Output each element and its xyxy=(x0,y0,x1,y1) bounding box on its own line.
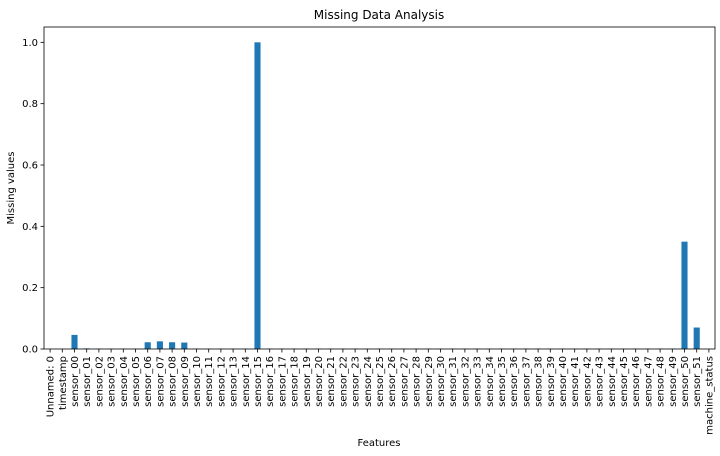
x-tick-label: sensor_04 xyxy=(119,356,130,407)
bar-sensor-08 xyxy=(169,342,176,349)
bar-sensor-50 xyxy=(681,241,688,349)
bar-sensor-00 xyxy=(71,334,78,349)
x-tick-label: sensor_32 xyxy=(460,356,471,407)
x-tick-label: sensor_05 xyxy=(131,356,142,407)
x-tick-label: sensor_36 xyxy=(509,356,520,407)
x-tick-label: sensor_26 xyxy=(387,356,398,407)
x-tick-label: sensor_47 xyxy=(643,356,654,407)
x-tick-label: sensor_44 xyxy=(607,356,618,407)
y-tick-label: 1.0 xyxy=(22,38,38,49)
x-axis-label: Features xyxy=(358,438,401,449)
x-tick-label: sensor_41 xyxy=(570,356,581,407)
x-tick-label: sensor_20 xyxy=(314,356,325,407)
y-tick-label: 0.2 xyxy=(22,283,38,294)
x-tick-label: sensor_43 xyxy=(595,356,606,407)
x-tick-label: sensor_15 xyxy=(253,356,264,407)
x-tick-label: sensor_33 xyxy=(473,356,484,407)
x-tick-label: sensor_27 xyxy=(399,356,410,407)
x-tick-label: sensor_09 xyxy=(180,356,191,407)
x-tick-label: sensor_03 xyxy=(107,356,118,407)
y-tick-label: 0.0 xyxy=(22,345,38,356)
plot-frame xyxy=(43,26,716,350)
y-axis: 0.0 0.2 0.4 0.6 0.8 1.0 xyxy=(22,38,44,356)
x-tick-label: sensor_25 xyxy=(375,356,386,407)
y-axis-label: Missing values xyxy=(6,152,17,225)
x-tick-label: sensor_16 xyxy=(265,356,276,407)
bar-sensor-06 xyxy=(144,342,151,349)
x-tick-label: sensor_37 xyxy=(521,356,532,407)
x-tick-label: sensor_13 xyxy=(229,356,240,407)
x-tick-label: sensor_18 xyxy=(290,356,301,407)
x-tick-label: timestamp xyxy=(58,356,69,410)
x-tick-label: sensor_00 xyxy=(70,356,81,407)
x-tick-label: sensor_21 xyxy=(326,356,337,407)
y-tick-label: 0.8 xyxy=(22,99,38,110)
x-tick-label: sensor_10 xyxy=(192,356,203,407)
chart-title: Missing Data Analysis xyxy=(314,8,444,22)
x-tick-label: machine_status xyxy=(704,356,715,435)
y-tick-label: 0.6 xyxy=(22,161,38,172)
bar-sensor-09 xyxy=(181,342,188,349)
x-axis: Unnamed: 0 timestamp sensor_00 sensor_01 sen… xyxy=(46,349,715,435)
x-tick-label: sensor_01 xyxy=(82,356,93,407)
x-tick-label: sensor_06 xyxy=(143,356,154,407)
x-tick-label: sensor_19 xyxy=(302,356,313,407)
x-tick-label: sensor_11 xyxy=(204,356,215,407)
x-tick-label: sensor_34 xyxy=(485,356,496,407)
x-tick-label: sensor_02 xyxy=(94,356,105,407)
x-tick-label: sensor_31 xyxy=(448,356,459,407)
x-tick-label: sensor_07 xyxy=(155,356,166,407)
y-tick-label: 0.4 xyxy=(22,222,38,233)
x-tick-label: sensor_51 xyxy=(692,356,703,407)
x-tick-label: sensor_40 xyxy=(558,356,569,407)
x-tick-label: sensor_17 xyxy=(277,356,288,407)
x-tick-label: sensor_49 xyxy=(668,356,679,407)
x-tick-label: sensor_50 xyxy=(680,356,691,407)
x-tick-label: sensor_23 xyxy=(351,356,362,407)
x-tick-label: sensor_28 xyxy=(412,356,423,407)
bar-sensor-07 xyxy=(156,341,163,349)
x-tick-label: sensor_30 xyxy=(436,356,447,407)
x-tick-label: sensor_08 xyxy=(168,356,179,407)
x-tick-label: sensor_48 xyxy=(656,356,667,407)
x-tick-label: sensor_35 xyxy=(497,356,508,407)
x-tick-label: sensor_42 xyxy=(582,356,593,407)
bar-sensor-15 xyxy=(254,42,261,349)
x-tick-label: sensor_46 xyxy=(631,356,642,407)
x-tick-label: sensor_45 xyxy=(619,356,630,407)
x-tick-label: sensor_22 xyxy=(338,356,349,407)
bar-sensor-51 xyxy=(693,327,700,349)
x-tick-label: sensor_29 xyxy=(424,356,435,407)
x-tick-label: sensor_12 xyxy=(216,356,227,407)
x-tick-label: sensor_38 xyxy=(534,356,545,407)
x-tick-label: sensor_14 xyxy=(241,356,252,407)
bars-group xyxy=(71,42,700,349)
x-tick-label: sensor_24 xyxy=(363,356,374,407)
x-tick-label: sensor_39 xyxy=(546,356,557,407)
x-tick-label: Unnamed: 0 xyxy=(46,356,57,417)
